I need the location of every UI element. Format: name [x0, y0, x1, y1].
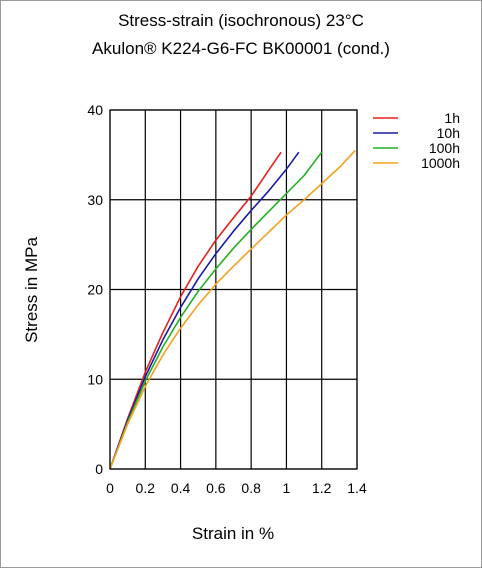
- chart-subtitle: Akulon® K224-G6-FC BK00001 (cond.): [92, 39, 390, 58]
- y-tick-label: 20: [87, 282, 103, 298]
- series-line-100h: [109, 151, 323, 470]
- x-axis-label: Strain in %: [191, 524, 275, 543]
- legend-label-10h: 10h: [437, 125, 460, 141]
- legend-label-100h: 100h: [429, 140, 460, 156]
- series-lines: [109, 149, 356, 470]
- plot-border: [109, 109, 358, 470]
- x-tick-label: 1: [283, 480, 291, 496]
- chart-title: Stress-strain (isochronous) 23°C: [118, 11, 364, 30]
- x-tick-label: 0.4: [171, 480, 191, 496]
- grid: [109, 109, 358, 470]
- x-tick-label: 1.4: [347, 480, 367, 496]
- y-tick-label: 10: [87, 371, 103, 387]
- x-tick-label: 0.6: [206, 480, 226, 496]
- x-tick-labels: 0 0.2 0.4 0.6 0.8 1 1.2 1.4: [106, 480, 367, 496]
- y-tick-label: 0: [95, 461, 103, 477]
- x-tick-label: 0: [106, 480, 114, 496]
- series-line-1h: [109, 151, 282, 470]
- x-tick-label: 1.2: [312, 480, 332, 496]
- series-line-10h: [109, 151, 300, 470]
- legend-label-1h: 1h: [444, 110, 460, 126]
- x-tick-label: 0.2: [136, 480, 156, 496]
- y-tick-label: 30: [87, 192, 103, 208]
- y-axis-label: Stress in MPa: [22, 237, 41, 343]
- series-line-1000h: [109, 149, 356, 470]
- x-tick-label: 0.8: [241, 480, 261, 496]
- y-tick-labels: 0 10 20 30 40: [87, 102, 103, 477]
- legend-label-1000h: 1000h: [421, 155, 460, 171]
- y-tick-label: 40: [87, 102, 103, 118]
